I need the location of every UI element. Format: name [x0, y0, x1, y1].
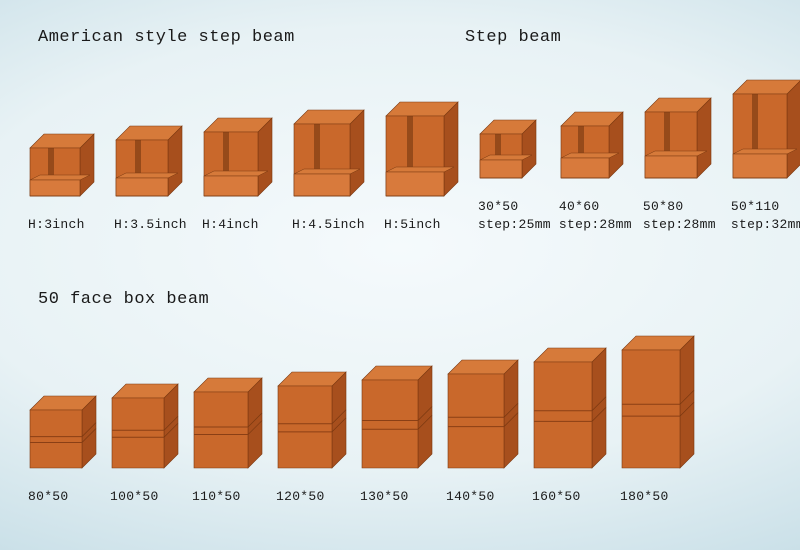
beam-label: 30*50	[478, 198, 519, 216]
beam-item: 50*110step:32mm	[731, 78, 800, 233]
box-beam-icon	[620, 334, 696, 470]
beam-label: H:3.5inch	[114, 216, 187, 234]
beam-item: H:3.5inch	[114, 124, 194, 234]
beam-item: H:4.5inch	[292, 108, 376, 234]
step-beam-icon	[384, 100, 470, 198]
step-beam-icon	[643, 96, 723, 180]
box-beam-icon	[360, 364, 434, 470]
beam-item: 180*50	[620, 334, 696, 506]
beam-item: H:3inch	[28, 132, 106, 234]
beam-item: 140*50	[446, 358, 520, 506]
beam-item: H:5inch	[384, 100, 470, 234]
beam-item: 100*50	[110, 382, 180, 506]
step-beam-icon	[731, 78, 800, 180]
beam-row-bottom: 80*50 100*50 110*50 120*50 130*50	[28, 334, 708, 506]
beam-item: 40*60step:28mm	[559, 110, 635, 233]
beam-label: 40*60	[559, 198, 600, 216]
beam-item: 120*50	[276, 370, 348, 506]
beam-label: 130*50	[360, 488, 409, 506]
step-beam-icon	[114, 124, 194, 198]
section-title-step: Step beam	[465, 28, 561, 47]
beam-label: 50*80	[643, 198, 684, 216]
beam-label: 100*50	[110, 488, 159, 506]
box-beam-icon	[532, 346, 608, 470]
beam-label: 160*50	[532, 488, 581, 506]
box-beam-icon	[28, 394, 98, 470]
beam-label: H:3inch	[28, 216, 85, 234]
beam-item: 160*50	[532, 346, 608, 506]
beam-label: 110*50	[192, 488, 241, 506]
beam-item: 80*50	[28, 394, 98, 506]
beam-label: H:4inch	[202, 216, 259, 234]
beam-label: 140*50	[446, 488, 495, 506]
step-beam-icon	[28, 132, 106, 198]
beam-sublabel: step:28mm	[643, 216, 716, 234]
section-title-box: 50 face box beam	[38, 290, 209, 309]
box-beam-icon	[192, 376, 264, 470]
beam-item: H:4inch	[202, 116, 284, 234]
beam-item: 130*50	[360, 364, 434, 506]
beam-sublabel: step:28mm	[559, 216, 632, 234]
beam-item: 30*50step:25mm	[478, 118, 551, 233]
beam-label: 120*50	[276, 488, 325, 506]
box-beam-icon	[446, 358, 520, 470]
beam-label: H:4.5inch	[292, 216, 365, 234]
box-beam-icon	[276, 370, 348, 470]
beam-row-top: H:3inch H:3.5inch H:4inch H:4.5inch H:5i…	[28, 78, 800, 233]
step-beam-icon	[202, 116, 284, 198]
beam-sublabel: step:25mm	[478, 216, 551, 234]
beam-label: H:5inch	[384, 216, 441, 234]
beam-label: 180*50	[620, 488, 669, 506]
beam-label: 80*50	[28, 488, 69, 506]
beam-label: 50*110	[731, 198, 780, 216]
beam-item: 110*50	[192, 376, 264, 506]
step-beam-icon	[292, 108, 376, 198]
beam-sublabel: step:32mm	[731, 216, 800, 234]
section-title-american: American style step beam	[38, 28, 295, 47]
step-beam-icon	[478, 118, 548, 180]
step-beam-icon	[559, 110, 635, 180]
box-beam-icon	[110, 382, 180, 470]
beam-item: 50*80step:28mm	[643, 96, 723, 233]
